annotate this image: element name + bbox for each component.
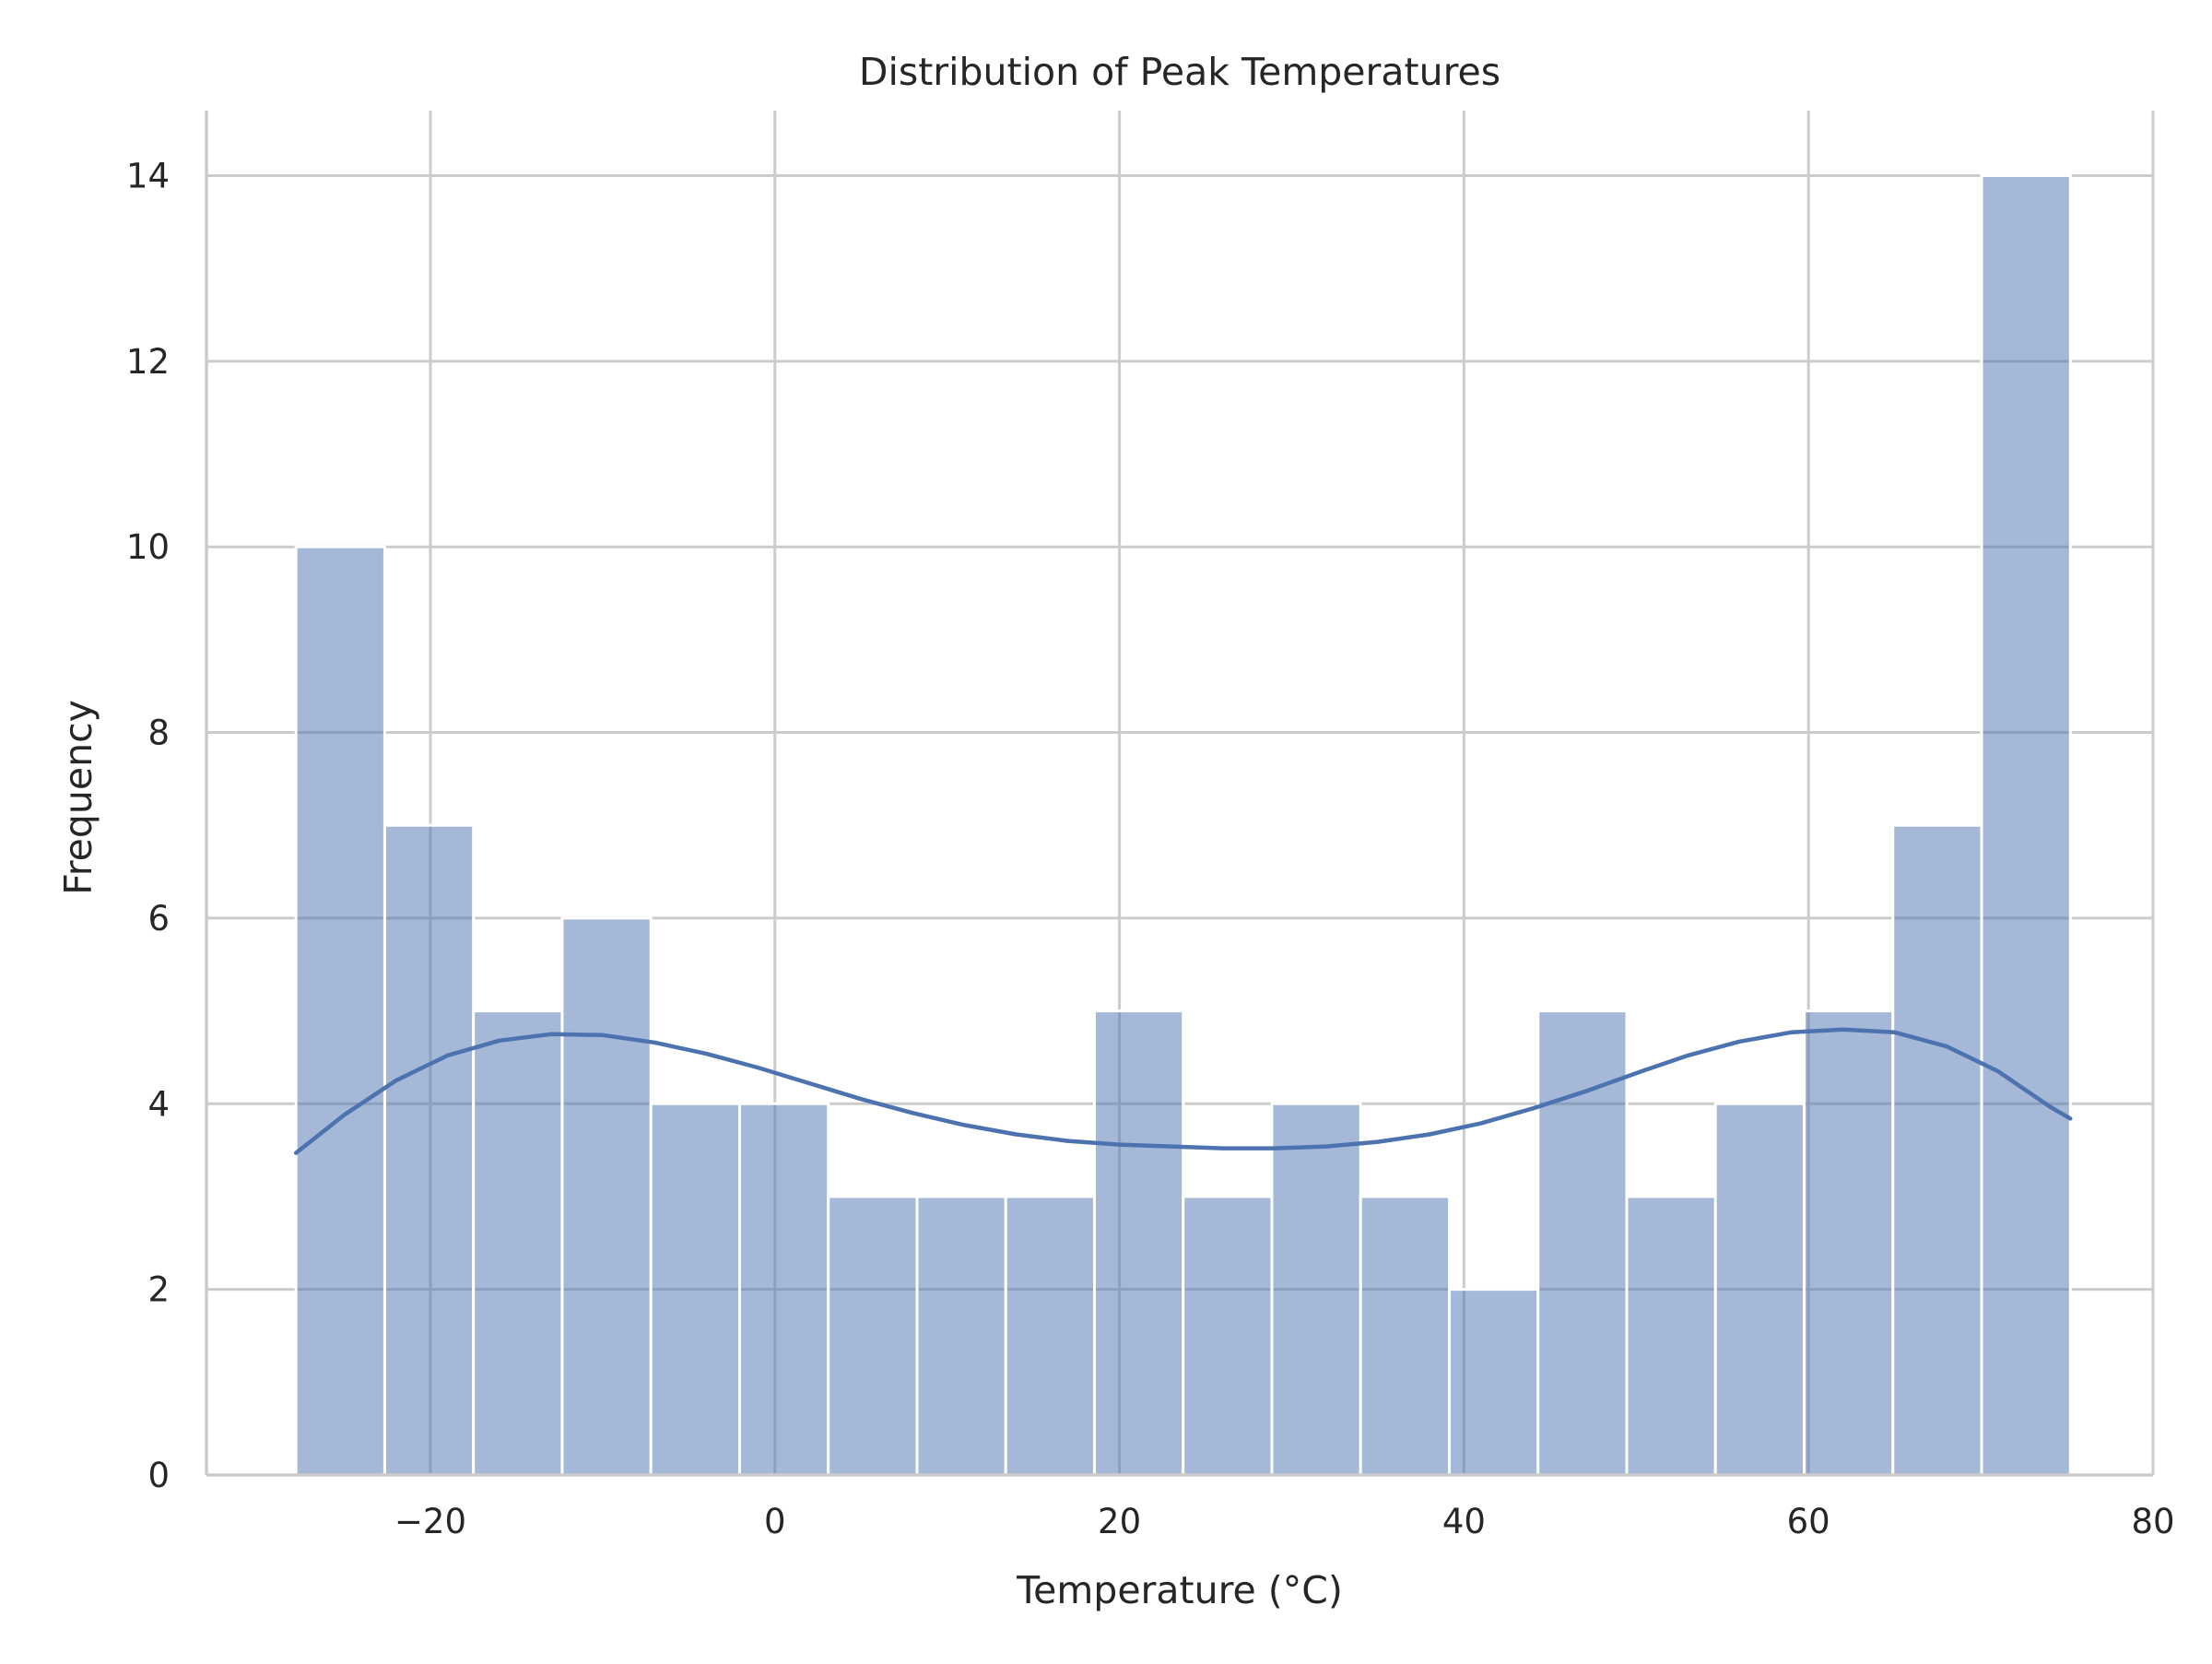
histogram-bar [649, 1102, 741, 1477]
x-tick-label: 20 [1098, 1502, 1141, 1541]
y-tick-label: 10 [126, 527, 170, 567]
histogram-bar [1448, 1288, 1540, 1477]
axes-layer [205, 111, 2153, 1477]
histogram-bar [1713, 1102, 1806, 1477]
histogram-bar [737, 1102, 830, 1477]
bars-layer [294, 173, 2072, 1477]
histogram-bar [560, 916, 653, 1477]
y-tick-label: 4 [147, 1084, 170, 1124]
histogram-bar [1182, 1195, 1274, 1477]
x-tick-label: 0 [764, 1502, 786, 1541]
x-tick-label: 40 [1442, 1502, 1486, 1541]
histogram-bar [1004, 1195, 1096, 1477]
x-axis-title: Temperature (°C) [1016, 1568, 1343, 1612]
histogram-bar [294, 545, 386, 1477]
x-tick-label: −20 [394, 1502, 466, 1541]
y-tick-label: 8 [147, 714, 170, 753]
histogram-bar [827, 1195, 919, 1477]
y-tick-label: 2 [147, 1270, 170, 1310]
x-tick-label: 60 [1787, 1502, 1830, 1541]
histogram-bar [472, 1009, 564, 1477]
grid-layer [206, 111, 2155, 1477]
histogram-bar [1980, 173, 2072, 1477]
histogram-bar [1270, 1102, 1362, 1477]
y-tick-label: 0 [147, 1456, 170, 1495]
y-tick-label: 6 [147, 899, 170, 938]
histogram-bar [1891, 823, 1983, 1477]
histogram-bar [1625, 1195, 1717, 1477]
histogram-bar [915, 1195, 1007, 1477]
x-tick-label: 80 [2131, 1502, 2174, 1541]
histogram-bar [1359, 1195, 1452, 1477]
ticks-layer: −20 0 20 40 60 80 0 2 4 6 8 10 12 14 [126, 156, 2175, 1541]
y-tick-label: 14 [126, 156, 170, 195]
histogram-bar [1803, 1009, 1895, 1477]
y-axis-title: Frequency [56, 700, 100, 895]
chart-title: Distribution of Peak Temperatures [859, 50, 1500, 94]
histogram-bar [382, 823, 476, 1477]
y-tick-label: 12 [126, 342, 170, 382]
kde-layer [293, 1027, 2073, 1155]
histogram-bar [1092, 1009, 1185, 1477]
kde-curve [293, 1027, 2073, 1155]
